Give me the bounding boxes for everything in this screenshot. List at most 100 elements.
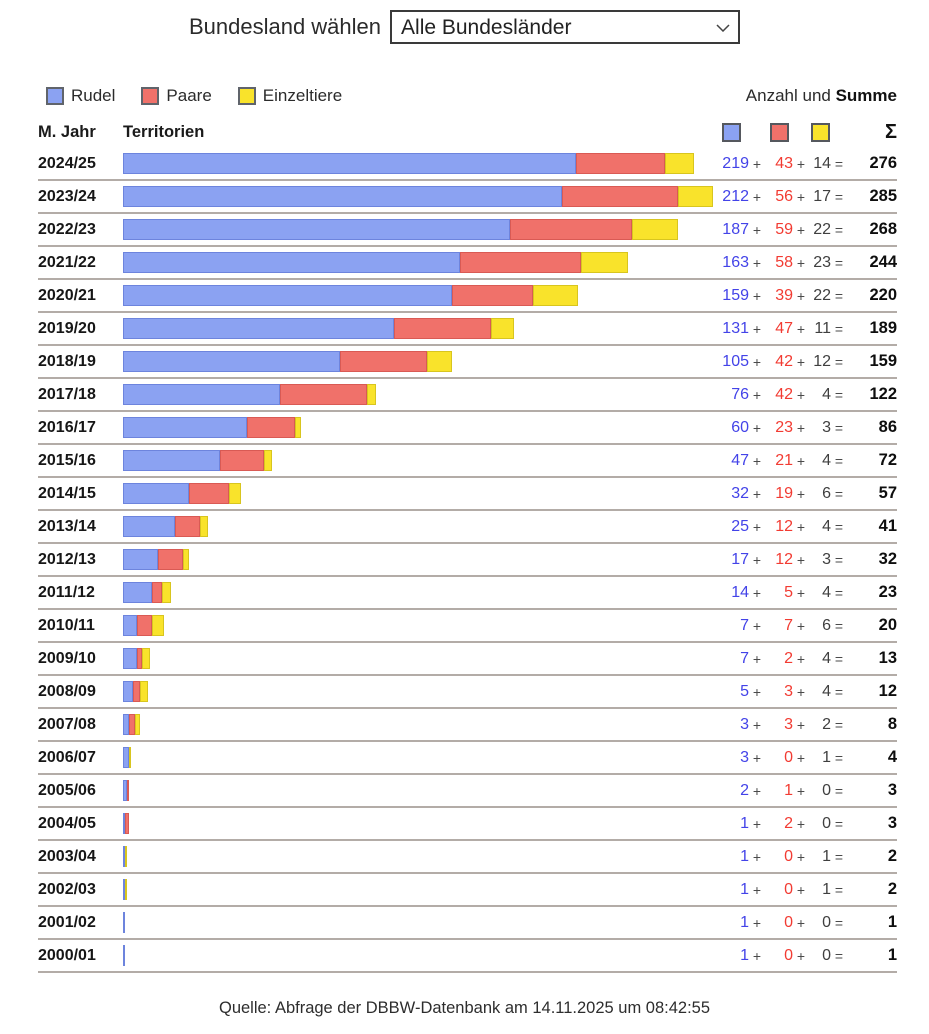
plus-sign: + (796, 188, 806, 205)
plus-sign: + (796, 782, 806, 799)
einzeltiere-count: 14 (813, 154, 831, 172)
rudel-count: 212 (722, 187, 749, 205)
bar-track (123, 912, 713, 933)
rudel-count: 187 (722, 220, 749, 238)
bar-segment-rudel (123, 582, 152, 603)
year-label: 2012/13 (38, 550, 96, 568)
equals-sign: = (834, 683, 844, 700)
bar-track (123, 318, 713, 339)
year-label: 2007/08 (38, 715, 96, 733)
plus-sign: + (796, 815, 806, 832)
bar-track (123, 648, 713, 669)
paare-count: 56 (775, 187, 793, 205)
plus-sign: + (752, 221, 762, 238)
legend-label-rudel: Rudel (71, 86, 116, 105)
bar-segment-einzeltiere (183, 549, 190, 570)
table-row: 2017/18 76 + 42 + 4 = 122 (38, 379, 897, 412)
plus-sign: + (752, 650, 762, 667)
bar-track (123, 681, 713, 702)
year-label: 2006/07 (38, 748, 96, 766)
plus-sign: + (796, 485, 806, 502)
legend-row: Rudel Paare Einzeltiere Anzahl und Summe (0, 85, 929, 107)
plus-sign: + (752, 584, 762, 601)
table-header: M. Jahr Territorien Σ (0, 120, 929, 144)
bar-segment-einzeltiere (125, 879, 128, 900)
bar-segment-paare (460, 252, 581, 273)
paare-count: 0 (784, 880, 793, 898)
einzeltiere-count: 6 (822, 484, 831, 502)
bar-segment-einzeltiere (162, 582, 171, 603)
bar-segment-paare (125, 813, 130, 834)
sum-value: 72 (878, 451, 897, 469)
bar-segment-rudel (123, 450, 221, 471)
table-row: 2022/23 187 + 59 + 22 = 268 (38, 214, 897, 247)
plus-sign: + (796, 716, 806, 733)
bar-segment-rudel (123, 153, 577, 174)
paare-count: 3 (784, 682, 793, 700)
einzeltiere-count: 4 (822, 451, 831, 469)
bar-segment-rudel (123, 846, 126, 867)
year-label: 2021/22 (38, 253, 96, 271)
table-row: 2008/09 5 + 3 + 4 = 12 (38, 676, 897, 709)
bar-segment-rudel (123, 648, 138, 669)
equals-sign: = (834, 848, 844, 865)
bar-track (123, 945, 713, 966)
sum-value: 4 (887, 748, 897, 766)
sum-value: 20 (878, 616, 897, 634)
year-label: 2008/09 (38, 682, 96, 700)
plus-sign: + (796, 287, 806, 304)
bar-segment-rudel (123, 318, 395, 339)
sum-value: 285 (869, 187, 897, 205)
equals-sign: = (834, 188, 844, 205)
rudel-count: 131 (722, 319, 749, 337)
bar-segment-rudel (123, 186, 562, 207)
bar-segment-einzeltiere (580, 252, 629, 273)
year-label: 2001/02 (38, 913, 96, 931)
year-label: 2011/12 (38, 583, 95, 601)
plus-sign: + (752, 254, 762, 271)
plus-sign: + (752, 782, 762, 799)
rudel-count: 159 (722, 286, 749, 304)
plus-sign: + (752, 485, 762, 502)
bar-segment-einzeltiere (141, 648, 150, 669)
bar-segment-einzeltiere (367, 384, 376, 405)
bundesland-label: Bundesland wählen (188, 14, 382, 39)
table-row: 2011/12 14 + 5 + 4 = 23 (38, 577, 897, 610)
table-row: 2019/20 131 + 47 + 11 = 189 (38, 313, 897, 346)
anzahl-prefix: Anzahl und (745, 86, 836, 105)
bar-segment-paare (137, 615, 152, 636)
table-row: 2024/25 219 + 43 + 14 = 276 (38, 148, 897, 181)
paare-count: 43 (775, 154, 793, 172)
row-numbers: 2 + 1 + 0 = 3 (713, 781, 897, 800)
summe-bold: Summe (835, 86, 897, 105)
bar-track (123, 483, 713, 504)
row-numbers: 1 + 2 + 0 = 3 (713, 814, 897, 833)
einzeltiere-count: 6 (822, 616, 831, 634)
bar-track (123, 285, 713, 306)
table-row: 2007/08 3 + 3 + 2 = 8 (38, 709, 897, 742)
bar-segment-einzeltiere (665, 153, 695, 174)
plus-sign: + (796, 320, 806, 337)
bar-segment-einzeltiere (151, 615, 165, 636)
equals-sign: = (834, 254, 844, 271)
einzeltiere-swatch-icon (237, 87, 256, 105)
table-row: 2015/16 47 + 21 + 4 = 72 (38, 445, 897, 478)
bundesland-select[interactable]: Alle Bundesländer (390, 10, 741, 44)
equals-sign: = (834, 551, 844, 568)
table-row: 2018/19 105 + 42 + 12 = 159 (38, 346, 897, 379)
bar-segment-rudel (123, 681, 134, 702)
header-year: M. Jahr (38, 122, 96, 141)
table-row: 2013/14 25 + 12 + 4 = 41 (38, 511, 897, 544)
einzeltiere-count: 3 (822, 418, 831, 436)
bundesland-control: Bundesland wählen Alle Bundesländer (0, 9, 929, 45)
sum-value: 268 (869, 220, 897, 238)
bar-segment-einzeltiere (199, 516, 208, 537)
paare-count: 12 (775, 550, 793, 568)
bar-segment-paare (247, 417, 295, 438)
einzeltiere-count: 0 (822, 946, 831, 964)
bar-track (123, 846, 713, 867)
equals-sign: = (834, 320, 844, 337)
plus-sign: + (752, 287, 762, 304)
year-label: 2004/05 (38, 814, 96, 832)
bar-segment-rudel (123, 912, 126, 933)
